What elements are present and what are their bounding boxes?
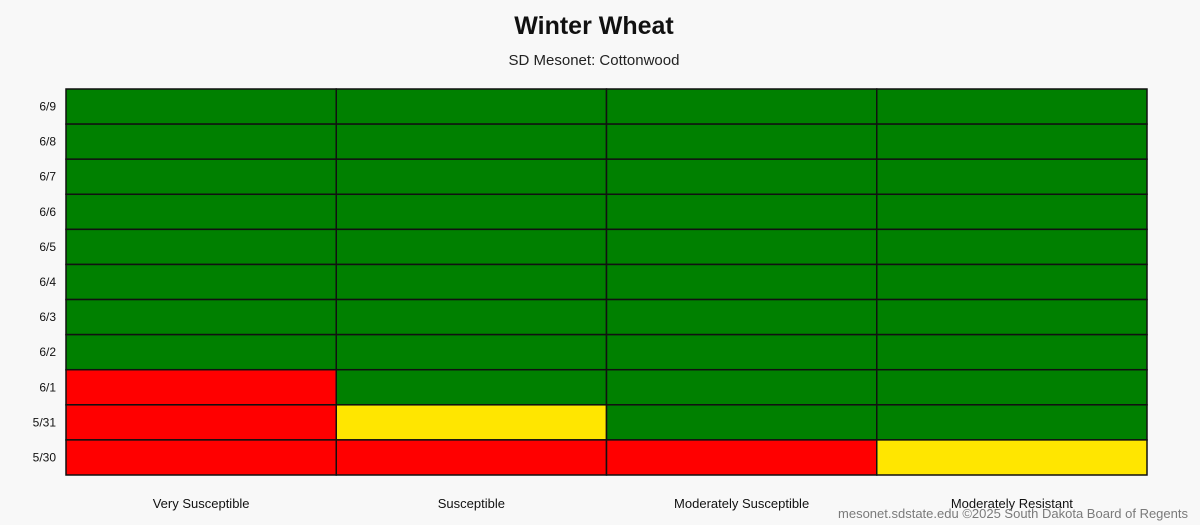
heatmap-cell <box>605 228 878 266</box>
heatmap-cell <box>65 404 337 441</box>
heatmap-cell <box>65 298 337 336</box>
heatmap-cell <box>876 368 1148 406</box>
heatmap-cell <box>335 158 608 196</box>
heatmap-cell <box>65 88 337 125</box>
heatmap-cell <box>335 123 608 160</box>
heatmap-cell <box>876 158 1148 196</box>
heatmap-cell <box>65 158 337 196</box>
heatmap-cell <box>335 333 608 371</box>
heatmap-cell <box>605 123 878 160</box>
heatmap-cell <box>876 123 1148 160</box>
row-label: 6/6 <box>39 205 56 219</box>
column-label: Moderately Resistant <box>951 496 1073 511</box>
heatmap-cell <box>876 298 1148 336</box>
row-label: 6/9 <box>39 100 56 114</box>
heatmap-cell <box>605 158 878 196</box>
heatmap-cell <box>876 263 1148 301</box>
heatmap-cell <box>65 263 337 301</box>
heatmap-cell <box>605 263 878 301</box>
heatmap-cell <box>335 404 608 441</box>
heatmap-cell <box>335 228 608 266</box>
heatmap-cell <box>605 368 878 406</box>
heatmap-cell <box>65 193 337 231</box>
heatmap-cell <box>65 123 337 160</box>
row-label: 6/2 <box>39 345 56 359</box>
row-label: 6/3 <box>39 310 56 324</box>
chart-title: Winter Wheat <box>514 12 674 40</box>
column-label: Very Susceptible <box>153 496 250 511</box>
column-label: Moderately Susceptible <box>674 496 809 511</box>
heatmap-cell <box>335 298 608 336</box>
column-label: Susceptible <box>438 496 505 511</box>
heatmap-cell <box>605 193 878 231</box>
heatmap-cell <box>335 88 608 125</box>
heatmap-cell <box>876 88 1148 125</box>
heatmap-cell <box>876 193 1148 231</box>
row-label: 6/5 <box>39 240 56 254</box>
heatmap-cell <box>65 368 337 406</box>
heatmap-cell <box>876 333 1148 371</box>
heatmap-cell <box>65 333 337 371</box>
heatmap-cell <box>605 333 878 371</box>
heatmap-cell <box>605 404 878 441</box>
heatmap-cell <box>335 263 608 301</box>
heatmap-cell <box>65 439 337 476</box>
heatmap-cell <box>65 228 337 266</box>
chart-subtitle: SD Mesonet: Cottonwood <box>508 52 680 69</box>
footer-credit: mesonet.sdstate.edu ©2025 South Dakota B… <box>838 506 1188 521</box>
row-label: 5/30 <box>33 450 57 464</box>
row-label: 6/1 <box>39 380 56 394</box>
row-label: 6/4 <box>39 275 56 289</box>
heatmap-cell <box>876 228 1148 266</box>
heatmap-cell <box>335 439 608 476</box>
row-label: 6/8 <box>39 135 56 149</box>
heatmap-cell <box>605 439 878 476</box>
heatmap-cell <box>605 298 878 336</box>
heatmap-cell <box>605 88 878 125</box>
row-label: 5/31 <box>33 415 57 429</box>
heatmap-cell <box>335 368 608 406</box>
heatmap-cell <box>876 404 1148 441</box>
row-label: 6/7 <box>39 170 56 184</box>
heatmap-cell <box>335 193 608 231</box>
heatmap-cell <box>876 439 1148 476</box>
